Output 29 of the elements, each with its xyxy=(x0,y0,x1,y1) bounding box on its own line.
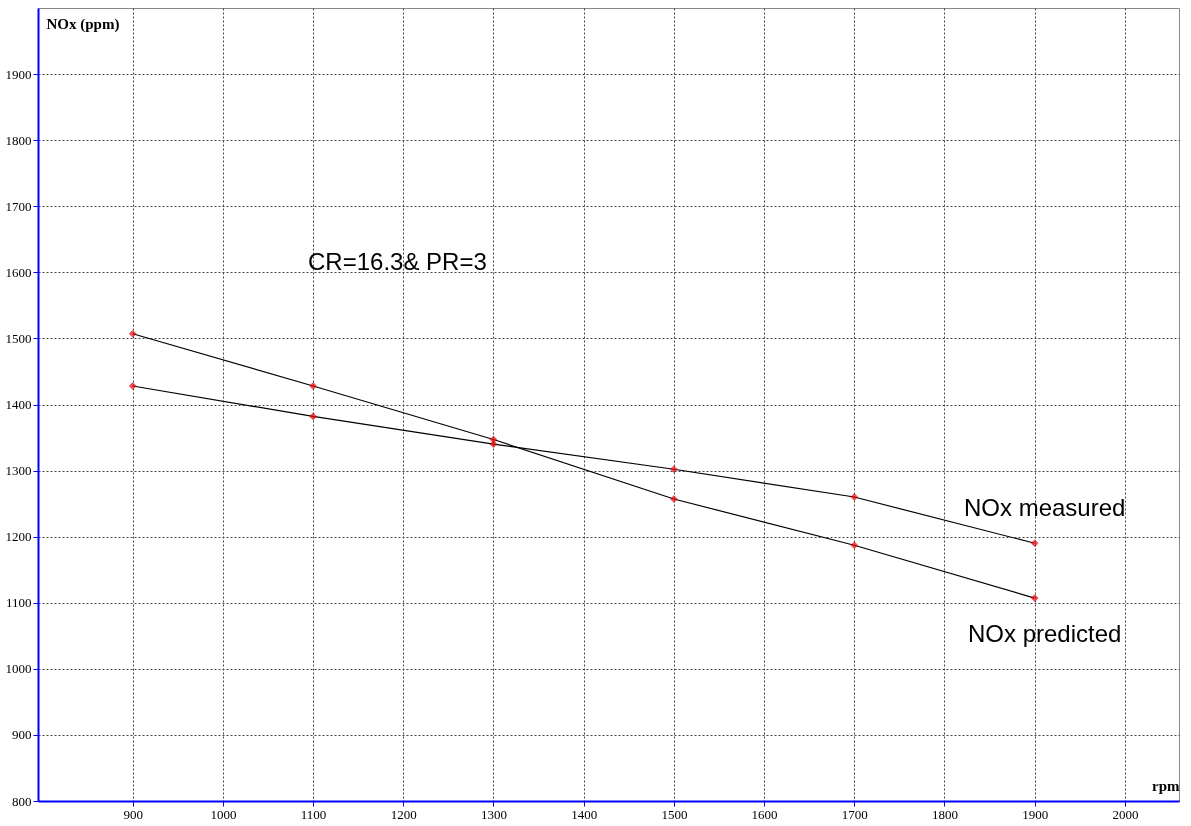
y-tick-label: 1000 xyxy=(5,661,32,677)
y-tick-label: 800 xyxy=(12,793,32,809)
y-tick-label: 1200 xyxy=(5,529,32,545)
y-tick-label: 1600 xyxy=(5,264,32,280)
y-tick-label: 1400 xyxy=(5,397,32,412)
y-tick-label: 1900 xyxy=(5,66,32,82)
x-tick-label: 1300 xyxy=(481,806,507,822)
y-tick-label: 900 xyxy=(12,727,32,743)
x-tick-label: 1700 xyxy=(841,806,868,822)
x-tick-label: 2000 xyxy=(1112,806,1139,822)
x-tick-label: 1800 xyxy=(931,806,958,822)
y-tick-label: 1700 xyxy=(5,198,32,214)
series-label: NOx measured xyxy=(963,494,1126,522)
y-tick-label: 1100 xyxy=(5,595,32,611)
x-tick-label: 900 xyxy=(123,806,143,822)
x-tick-label: 1400 xyxy=(571,806,598,822)
x-axis-title: rpm xyxy=(1152,777,1180,794)
annotation: CR=16.3& PR=3 xyxy=(308,248,487,275)
x-tick-label: 1100 xyxy=(300,806,327,822)
y-tick-label: 1800 xyxy=(5,132,32,148)
x-tick-label: 1600 xyxy=(751,806,778,822)
y-tick-label: 1500 xyxy=(5,330,32,346)
x-tick-label: 1500 xyxy=(661,806,688,822)
x-tick-label: 1900 xyxy=(1022,806,1049,822)
series-label: NOx predicted xyxy=(967,620,1122,648)
x-tick-label: 1200 xyxy=(390,806,417,822)
y-tick-label: 1300 xyxy=(5,463,32,479)
y-axis-title: NOx (ppm) xyxy=(46,15,120,33)
x-tick-label: 1000 xyxy=(210,806,237,822)
